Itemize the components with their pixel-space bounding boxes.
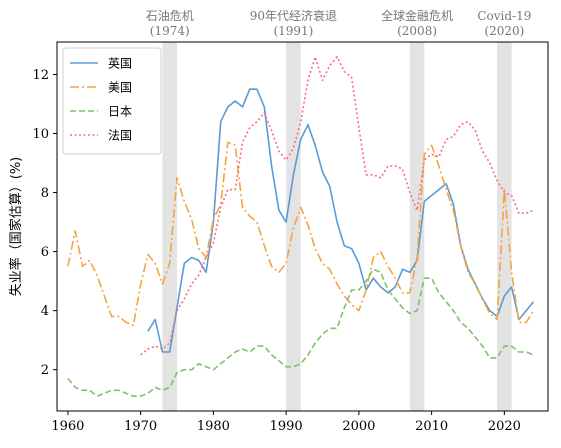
event-band: [409, 42, 425, 411]
x-tick-label: 2010: [415, 419, 448, 434]
series-line: [147, 88, 535, 353]
y-tick-label: 8: [41, 186, 49, 201]
event-label-period: (2008): [397, 24, 437, 38]
x-tick-label: 2020: [488, 419, 521, 434]
y-tick-label: 12: [32, 68, 49, 83]
event-label-period: (1974): [150, 24, 190, 38]
y-axis-ticks: 2 4 6 8 10 12: [32, 68, 57, 378]
event-band: [497, 42, 512, 411]
legend-label: 法国: [108, 129, 132, 143]
y-tick-label: 6: [41, 245, 49, 260]
event-label-period: (1991): [273, 24, 313, 38]
event-label-name: Covid-19: [477, 9, 531, 23]
event-label-name: 90年代经济衰退: [250, 8, 337, 23]
y-tick-label: 10: [32, 127, 49, 142]
x-axis-ticks: 1960 1970 1980 1990 2000 2010 2020: [51, 411, 521, 434]
plot-frame: [56, 41, 549, 412]
legend-box: [62, 47, 162, 155]
event-bands: [162, 42, 512, 411]
event-label-period: (2020): [484, 24, 524, 38]
event-labels: 石油危机(1974) 90年代经济衰退(1991) 全球金融危机(2008) Covi…: [146, 8, 532, 38]
event-label-name: 全球金融危机: [381, 8, 453, 23]
event-band: [162, 42, 178, 411]
series-lines: [67, 55, 535, 398]
series-line: [67, 141, 535, 327]
x-tick-label: 1970: [124, 419, 157, 434]
y-tick-label: 4: [41, 304, 49, 319]
x-tick-label: 1960: [51, 419, 84, 434]
x-tick-label: 2000: [342, 419, 375, 434]
x-tick-label: 1980: [197, 419, 230, 434]
x-tick-label: 1990: [270, 419, 303, 434]
legend-label: 美国: [108, 81, 132, 95]
series-line: [67, 268, 534, 398]
y-axis-label: 失业率（国家估算）(%): [8, 157, 24, 297]
event-band: [286, 42, 301, 411]
event-label-name: 石油危机: [146, 9, 194, 23]
legend-label: 英国: [108, 57, 132, 71]
legend-label: 日本: [108, 105, 132, 119]
series-line: [140, 55, 534, 356]
y-tick-label: 2: [41, 363, 49, 378]
